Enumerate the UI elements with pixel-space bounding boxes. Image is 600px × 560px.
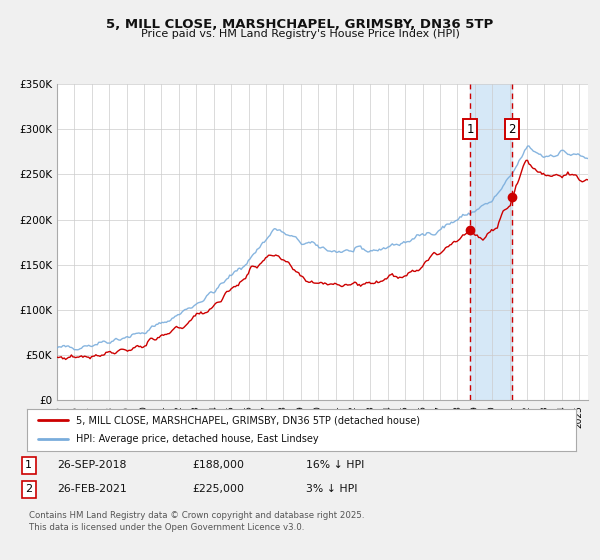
Text: £225,000: £225,000 (192, 484, 244, 494)
Text: 1: 1 (25, 460, 32, 470)
Text: £188,000: £188,000 (192, 460, 244, 470)
Text: 26-FEB-2021: 26-FEB-2021 (57, 484, 127, 494)
Text: 26-SEP-2018: 26-SEP-2018 (57, 460, 127, 470)
Text: Price paid vs. HM Land Registry's House Price Index (HPI): Price paid vs. HM Land Registry's House … (140, 29, 460, 39)
Text: HPI: Average price, detached house, East Lindsey: HPI: Average price, detached house, East… (76, 435, 319, 445)
Text: 5, MILL CLOSE, MARSHCHAPEL, GRIMSBY, DN36 5TP: 5, MILL CLOSE, MARSHCHAPEL, GRIMSBY, DN3… (106, 18, 494, 31)
Text: 3% ↓ HPI: 3% ↓ HPI (306, 484, 358, 494)
Text: 16% ↓ HPI: 16% ↓ HPI (306, 460, 364, 470)
Text: 1: 1 (467, 123, 474, 136)
Bar (470, 84, 512, 400)
Text: 5, MILL CLOSE, MARSHCHAPEL, GRIMSBY, DN36 5TP (detached house): 5, MILL CLOSE, MARSHCHAPEL, GRIMSBY, DN3… (76, 415, 421, 425)
Text: 2: 2 (509, 123, 516, 136)
Text: 2: 2 (25, 484, 32, 494)
Text: Contains HM Land Registry data © Crown copyright and database right 2025.
This d: Contains HM Land Registry data © Crown c… (29, 511, 364, 531)
